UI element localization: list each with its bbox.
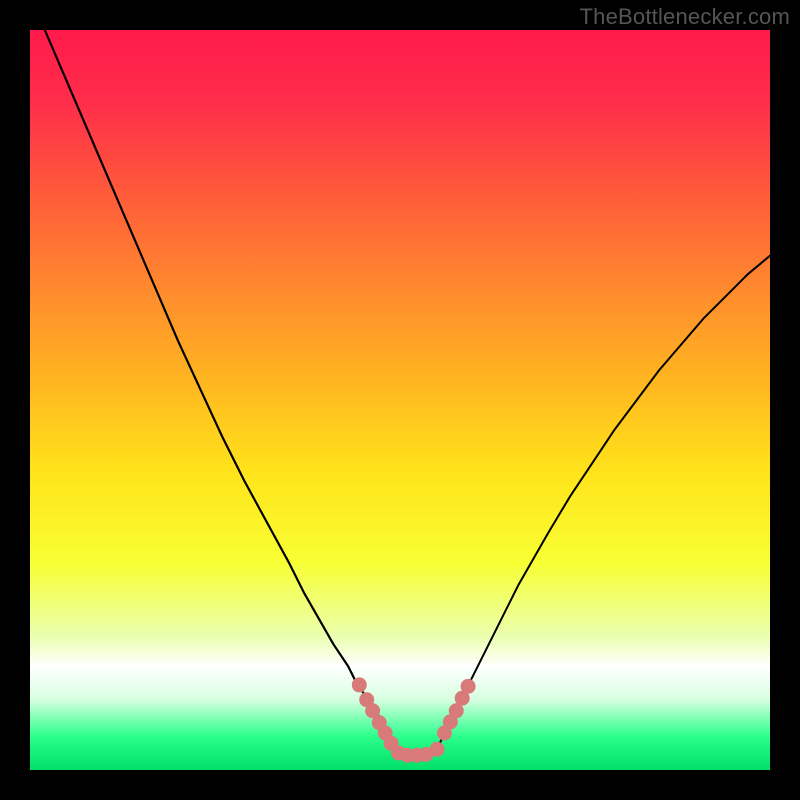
watermark-text: TheBottlenecker.com — [580, 4, 790, 30]
curves-layer — [30, 30, 770, 770]
bead-marker — [352, 677, 367, 692]
chart-root: TheBottlenecker.com — [0, 0, 800, 800]
plot-area — [30, 30, 770, 770]
bead-marker — [461, 679, 476, 694]
bead-marker — [430, 742, 445, 757]
